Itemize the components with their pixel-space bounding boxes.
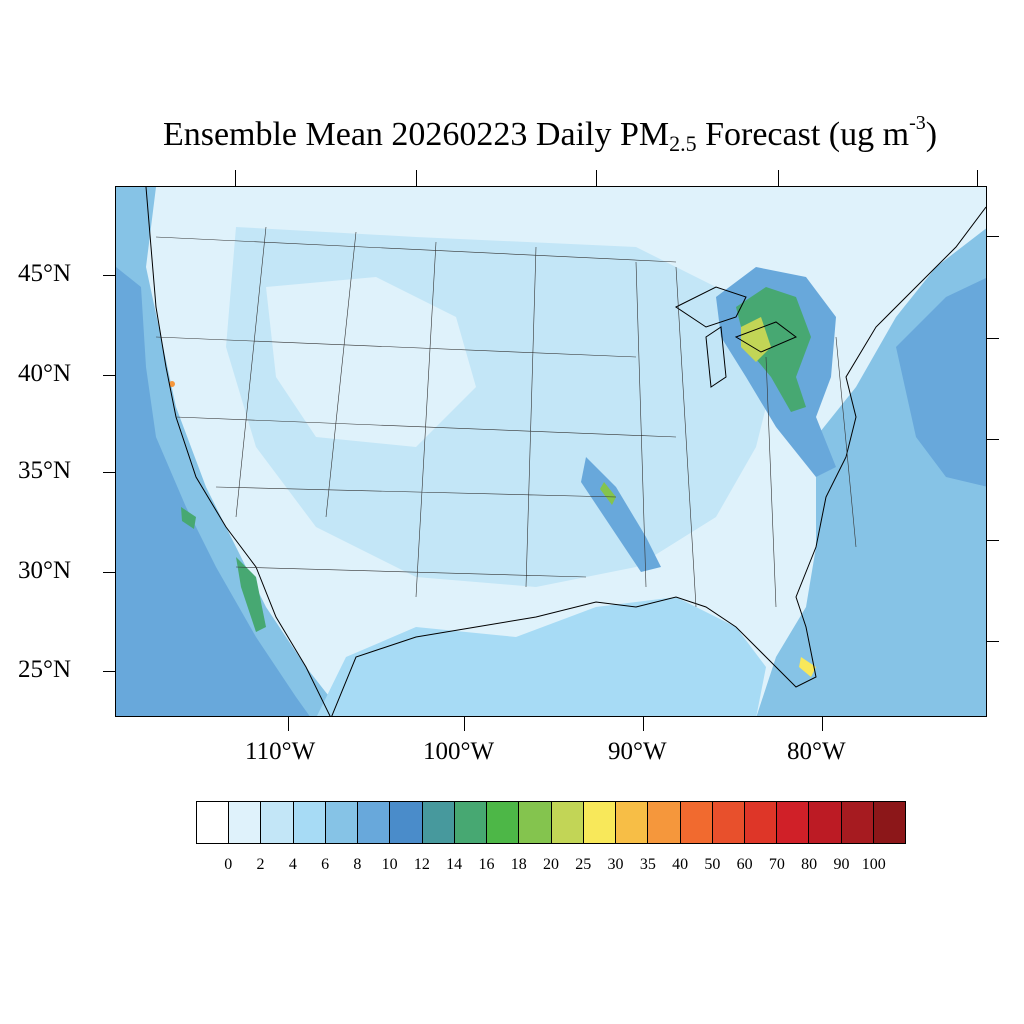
california-hotspot: [236, 557, 266, 632]
lake-superior: [675, 286, 747, 328]
colorbar-label: 50: [704, 856, 721, 873]
colorbar-cell: [841, 802, 874, 843]
colorbar-label: 16: [478, 856, 495, 873]
lat-tick-35: [103, 472, 115, 473]
northeast-plume-inner: [736, 287, 811, 412]
top-tick-1: [235, 170, 236, 186]
state-boundaries: [155, 226, 857, 608]
colorbar-cell: [390, 802, 423, 843]
colorbar-label: 40: [672, 856, 689, 873]
lat-tick-45: [103, 275, 115, 276]
colorbar-label: 18: [510, 856, 527, 873]
colorbar-label: 90: [833, 856, 850, 873]
lon-label-90: 90°W: [608, 738, 667, 765]
colorbar-label: 60: [736, 856, 753, 873]
right-tick-1: [987, 236, 999, 237]
colorbar-label: 8: [353, 856, 362, 873]
colorbar-label: 20: [543, 856, 559, 873]
atlantic-plume-region: [896, 277, 986, 487]
lon-label-110: 110°W: [245, 738, 316, 765]
colorbar-labels: 0 2 4 6 8 10 12 14 16 18 20 25 30 35 40 50 60 70 80 90 100: [196, 856, 906, 880]
colorbar-cell: [519, 802, 552, 843]
colorbar-label: 2: [256, 856, 265, 873]
colorbar-cell: [551, 802, 584, 843]
colorbar-label: 12: [413, 856, 430, 873]
colorbar-cell: [873, 802, 906, 843]
colorbar-cell: [680, 802, 713, 843]
intermountain-region: [266, 277, 476, 447]
colorbar-cell: [229, 802, 262, 843]
pacific-deep-region: [116, 267, 310, 716]
colorbar-cell: [454, 802, 488, 843]
colorbar-label: 10: [381, 856, 398, 873]
colorbar-cell: [616, 802, 649, 843]
right-tick-3: [987, 439, 999, 440]
right-tick-5: [987, 641, 999, 642]
top-tick-5: [977, 170, 978, 186]
lat-label-40: 40°N: [18, 360, 72, 387]
gulf-region: [316, 597, 766, 716]
lat-tick-30: [103, 572, 115, 573]
title-subscript: 2.5: [669, 131, 697, 156]
mississippi-plume: [581, 457, 661, 572]
colorbar-label: 0: [224, 856, 233, 873]
title-middle: Forecast (ug m: [696, 116, 910, 153]
lon-tick-80: [822, 717, 823, 731]
colorbar-cell: [197, 802, 230, 843]
lat-label-30: 30°N: [18, 557, 72, 584]
title-superscript: -3: [909, 112, 926, 134]
east-gulf-coastline: [331, 206, 986, 716]
colorbar-cell: [422, 802, 455, 843]
title-prefix: Ensemble Mean 20260223 Daily PM: [162, 116, 670, 153]
title-suffix: ): [925, 116, 938, 153]
lat-tick-40: [103, 375, 115, 376]
socal-hotspot: [181, 507, 196, 529]
colorbar-label: 25: [575, 856, 592, 873]
map-title: Ensemble Mean 20260223 Daily PM2.5 Forec…: [0, 112, 1024, 157]
top-tick-3: [596, 170, 597, 186]
colorbar-cell: [809, 802, 842, 843]
colorbar-cell: [744, 802, 778, 843]
lon-label-100: 100°W: [423, 738, 495, 765]
west-coastline: [145, 187, 331, 716]
right-tick-2: [987, 338, 999, 339]
top-tick-2: [416, 170, 417, 186]
colorbar-label: 80: [801, 856, 818, 873]
colorbar-label: 100: [861, 856, 886, 873]
lon-tick-90: [643, 717, 644, 731]
map-panel: [115, 186, 987, 717]
colorbar-label: 30: [607, 856, 624, 873]
colorbar-label: 70: [768, 856, 785, 873]
lat-tick-25: [103, 671, 115, 672]
right-tick-4: [987, 540, 999, 541]
lake-erie: [734, 321, 797, 353]
colorbar-cell: [358, 802, 391, 843]
colorbar-label: 14: [446, 856, 463, 873]
colorbar-cell: [712, 802, 745, 843]
colorbar-cell: [325, 802, 359, 843]
lake-michigan: [705, 326, 727, 388]
top-tick-4: [778, 170, 779, 186]
colorbar-cell: [648, 802, 681, 843]
lon-tick-100: [464, 717, 465, 731]
colorbar-cell: [777, 802, 810, 843]
lat-label-35: 35°N: [18, 457, 72, 484]
colorbar: [196, 801, 906, 844]
pm25-map: [116, 187, 986, 716]
colorbar-cell: [487, 802, 520, 843]
lat-label-25: 25°N: [18, 656, 72, 683]
florida-hotspot: [799, 657, 816, 677]
arkansas-hotspot: [600, 482, 616, 505]
lon-tick-110: [288, 717, 289, 731]
lon-label-80: 80°W: [787, 738, 846, 765]
lat-label-45: 45°N: [18, 260, 72, 287]
colorbar-cell: [293, 802, 326, 843]
fire-hotspot: [169, 381, 175, 387]
colorbar-label: 4: [288, 856, 297, 873]
colorbar-cell: [583, 802, 617, 843]
colorbar-cell: [261, 802, 294, 843]
colorbar-label: 35: [639, 856, 656, 873]
colorbar-label: 6: [321, 856, 330, 873]
